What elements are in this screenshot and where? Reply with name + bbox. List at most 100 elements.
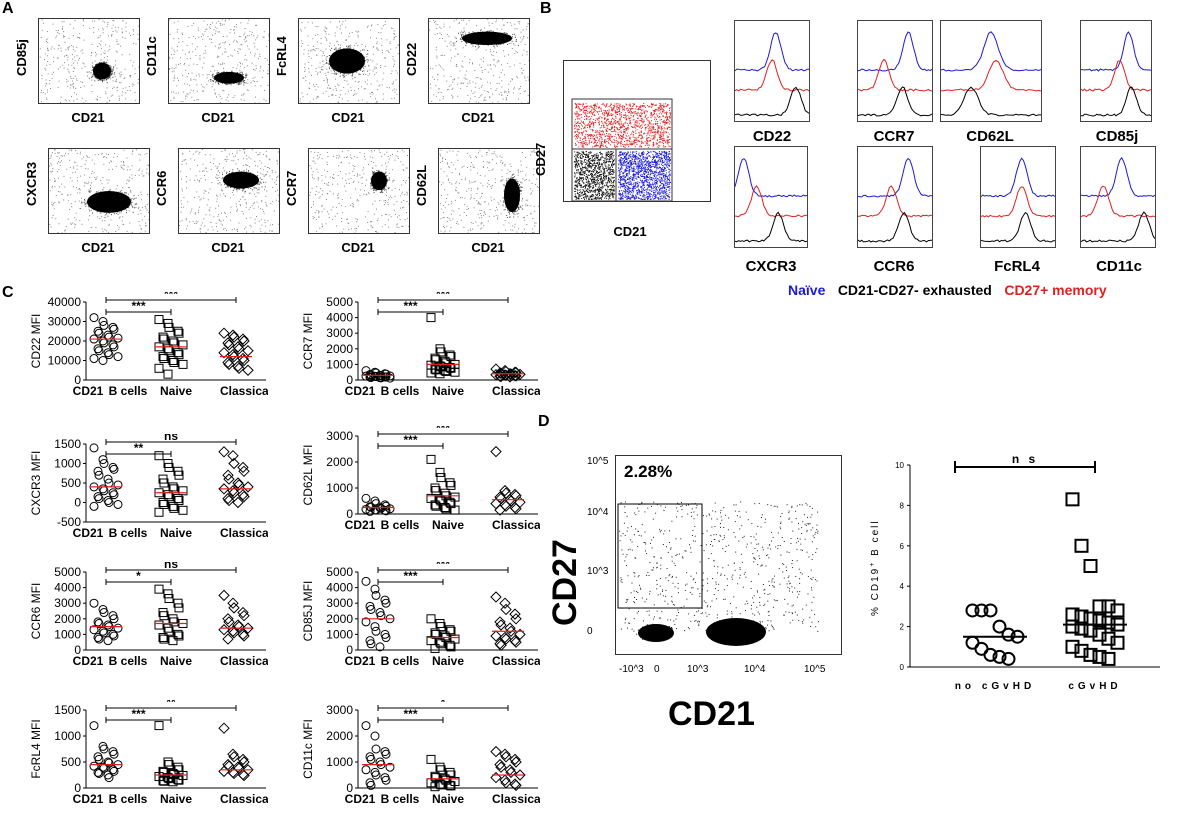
data-point [113, 623, 123, 633]
data-point [381, 598, 391, 608]
data-point [108, 629, 118, 639]
data-point [1101, 651, 1116, 666]
data-point [495, 619, 507, 631]
data-point [242, 345, 254, 357]
data-point [158, 352, 168, 362]
data-point [93, 344, 103, 354]
y-tick-label: 20000 [48, 334, 82, 348]
data-point [504, 371, 516, 383]
data-point [361, 617, 371, 627]
data-point [430, 500, 440, 510]
data-point [494, 504, 506, 516]
data-point [159, 478, 169, 488]
data-point [228, 751, 240, 763]
y-tick-label: 10000 [48, 354, 82, 368]
data-point [1083, 647, 1098, 662]
data-point [222, 356, 234, 369]
category-label: Classical [492, 518, 540, 532]
data-point [435, 467, 445, 477]
data-point [1074, 538, 1089, 553]
y-tick-label: 1000 [54, 627, 81, 641]
data-point [500, 603, 512, 616]
y-tick-label: 2000 [54, 612, 81, 626]
data-point [499, 484, 511, 497]
y-tick-label: 4000 [54, 581, 81, 595]
category-label: Classical [220, 526, 268, 540]
data-point [104, 758, 114, 768]
y-tick-label: 1000 [54, 457, 81, 471]
x-tick-label: 0 [654, 664, 660, 675]
data-point [504, 622, 516, 634]
panel-c-dotplot: 0 1000 2000 3000 CD11c MFI CD21 B cells Naive Cl… [301, 700, 540, 806]
data-point [237, 488, 249, 501]
data-point [174, 631, 184, 641]
category-label: Classical [492, 792, 540, 806]
data-point [446, 781, 456, 791]
y-tick-label: 2000 [326, 455, 353, 469]
data-point [1092, 613, 1107, 628]
data-point [173, 598, 183, 608]
data-point [1083, 559, 1098, 573]
data-point [113, 352, 123, 362]
data-point [99, 628, 109, 638]
panel-label-d: D [538, 413, 550, 430]
data-point [154, 315, 164, 325]
data-point [159, 776, 169, 786]
data-point [168, 636, 178, 646]
data-point [435, 369, 445, 379]
data-point [223, 616, 235, 628]
data-point [371, 372, 381, 382]
y-tick-label: 3000 [326, 429, 353, 443]
category-label: Classical [220, 654, 268, 668]
data-point [173, 775, 183, 785]
data-point [222, 337, 234, 349]
data-point [1092, 649, 1107, 664]
data-point [159, 499, 169, 509]
data-point [223, 339, 235, 351]
data-point [233, 620, 245, 633]
data-point [385, 371, 395, 381]
y-axis-label: CXCR3 MFI [29, 451, 43, 516]
y-tick-label: 500 [61, 476, 81, 490]
data-point [174, 603, 184, 613]
data-point [1065, 639, 1080, 654]
data-point [109, 749, 119, 759]
data-point [94, 754, 104, 764]
panel-a-xlabel: CD21 [331, 110, 365, 125]
data-point [94, 618, 104, 628]
category-label: CD21 [73, 526, 104, 540]
y-axis-label: CD22 MFI [29, 314, 43, 369]
data-point [232, 496, 244, 509]
legend-exhausted: CD21-CD27- exhausted [837, 282, 992, 298]
data-point [218, 483, 230, 495]
y-tick-label: 3000 [326, 596, 353, 610]
data-point [510, 503, 522, 515]
data-point [385, 373, 395, 383]
data-point [430, 643, 440, 653]
significance-label: *** [131, 707, 145, 721]
significance-label: *** [403, 433, 417, 447]
data-point [233, 479, 245, 491]
data-point [490, 630, 502, 642]
category-label: Classical [220, 384, 268, 398]
panel-b-legend: Naïve CD21-CD27- exhausted CD27+ memory [788, 282, 1115, 300]
legend-naive: Naïve [788, 282, 826, 298]
y-tick-label: 1000 [54, 729, 81, 743]
data-point [163, 490, 173, 500]
data-point [158, 633, 168, 643]
x-tick-label: 10^5 [804, 664, 826, 675]
data-point [98, 336, 108, 346]
data-point [238, 490, 250, 503]
data-point [441, 504, 451, 514]
panel-b-gating-xlabel: CD21 [613, 224, 647, 239]
category-label: CD21 [345, 654, 376, 668]
data-point [178, 486, 188, 496]
data-point [965, 603, 980, 618]
data-point [178, 359, 188, 369]
data-point [361, 493, 371, 503]
category-label: B cells [109, 792, 148, 806]
panel-d-scatter: 0 2 4 6 8 10 % CD19+ B cell no cGvHD cGvHD n s [869, 452, 1160, 692]
data-point [445, 478, 455, 488]
y-tick-label: 0 [74, 781, 81, 795]
data-point [164, 626, 174, 636]
